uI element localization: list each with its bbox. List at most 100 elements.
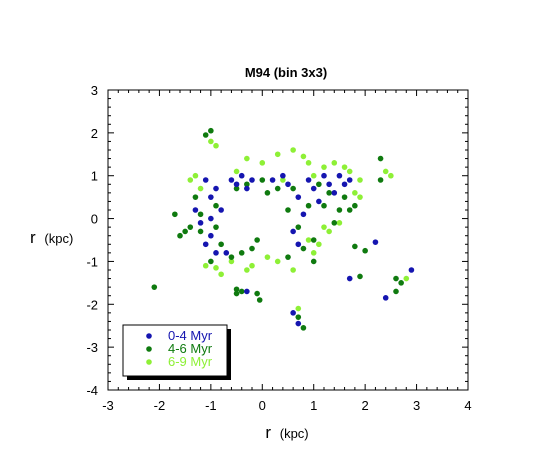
data-point — [331, 220, 338, 226]
data-point — [233, 185, 240, 192]
data-point — [341, 194, 348, 200]
data-point — [274, 151, 281, 158]
x-tick-label: -1 — [205, 398, 217, 413]
data-point — [295, 320, 302, 327]
data-point — [187, 177, 194, 183]
data-point — [208, 258, 214, 265]
data-point — [208, 127, 214, 134]
data-point — [403, 275, 410, 282]
data-point — [290, 147, 296, 153]
data-point — [202, 132, 209, 138]
y-tick-labels: -4 -3 -2 -1 0 1 2 3 — [86, 83, 98, 398]
data-point — [357, 273, 363, 280]
legend-label: 4-6 Myr — [168, 341, 213, 356]
data-point — [300, 211, 307, 218]
data-point — [244, 288, 250, 295]
legend-marker — [146, 346, 152, 352]
data-point — [202, 262, 209, 269]
x-tick-label: 3 — [413, 398, 420, 413]
data-point — [285, 181, 291, 188]
data-point — [192, 207, 199, 213]
data-point — [233, 290, 240, 297]
data-point — [259, 177, 266, 183]
data-point — [233, 168, 240, 175]
data-point — [254, 290, 260, 297]
data-point — [316, 181, 322, 188]
x-tick-label: 4 — [464, 398, 471, 413]
plot-frame — [107, 89, 469, 391]
data-point — [197, 185, 204, 192]
data-point — [244, 155, 250, 162]
data-point — [208, 138, 214, 145]
data-point — [213, 265, 219, 271]
y-tick-label: 1 — [91, 169, 98, 184]
data-point — [233, 286, 240, 293]
series-points — [187, 138, 410, 312]
data-point — [295, 314, 302, 320]
data-point — [362, 247, 368, 254]
data-point — [238, 172, 245, 179]
data-point — [213, 224, 219, 230]
x-tick-label: 0 — [259, 398, 266, 413]
data-point — [228, 177, 235, 183]
data-point — [238, 250, 245, 256]
data-point — [238, 288, 245, 295]
data-point — [192, 194, 199, 200]
data-point — [218, 207, 224, 213]
data-point — [336, 207, 343, 213]
data-point — [249, 262, 255, 269]
data-point — [233, 181, 240, 188]
data-point — [326, 228, 332, 235]
data-point — [346, 275, 353, 282]
y-tick-label: 3 — [91, 83, 98, 98]
data-point — [213, 142, 219, 149]
data-point — [244, 267, 250, 273]
y-tick-label: -4 — [86, 383, 98, 398]
data-point — [202, 241, 209, 248]
data-point — [202, 177, 209, 183]
data-point — [352, 202, 358, 209]
chart-title: M94 (bin 3x3) — [245, 65, 327, 80]
data-point — [290, 185, 296, 192]
data-point — [254, 237, 260, 243]
data-point — [295, 194, 302, 200]
legend-label: 6-9 Myr — [168, 354, 213, 369]
data-point — [326, 181, 332, 188]
data-point — [310, 237, 317, 243]
data-point — [290, 310, 296, 316]
axis-ticks — [107, 89, 469, 391]
data-point — [346, 207, 353, 213]
data-point — [218, 241, 224, 248]
data-point — [382, 295, 389, 301]
y-axis-label-text: r — [30, 228, 36, 247]
data-point — [372, 239, 379, 245]
x-tick-labels: -3 -2 -1 0 1 2 3 4 — [102, 398, 471, 413]
x-tick-label: 1 — [310, 398, 317, 413]
data-point — [336, 220, 343, 226]
data-point — [151, 284, 158, 290]
data-point — [264, 254, 271, 260]
data-point — [290, 228, 296, 235]
data-point — [393, 288, 399, 295]
data-point — [197, 211, 204, 218]
data-points — [151, 127, 415, 331]
data-point — [197, 220, 204, 226]
data-point — [310, 185, 317, 192]
data-point — [316, 198, 322, 205]
data-point — [256, 297, 263, 303]
data-point — [388, 172, 394, 179]
data-point — [280, 177, 286, 183]
data-point — [357, 177, 363, 183]
y-axis-unit: (kpc) — [44, 231, 73, 246]
data-point — [295, 224, 302, 230]
x-tick-label: 2 — [362, 398, 369, 413]
data-point — [197, 228, 204, 235]
data-point — [208, 194, 214, 200]
data-point — [187, 224, 194, 230]
data-point — [377, 155, 384, 162]
data-point — [377, 177, 384, 183]
data-point — [341, 181, 348, 188]
data-point — [213, 250, 219, 256]
